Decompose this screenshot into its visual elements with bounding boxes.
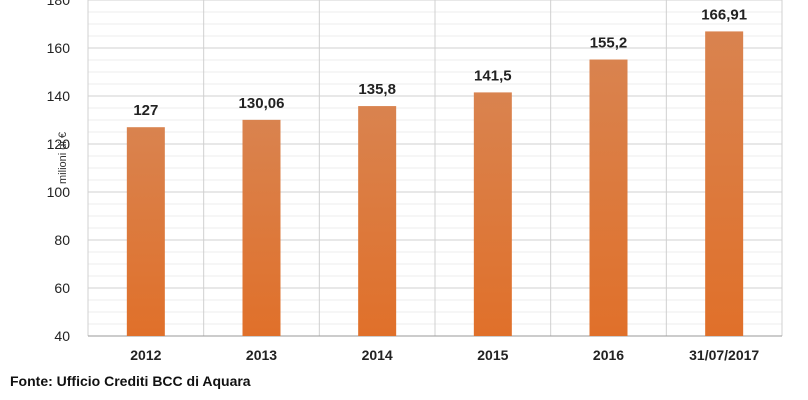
y-tick-label: 160 [47, 40, 71, 56]
y-tick-label: 120 [47, 136, 71, 152]
y-tick-label: 180 [47, 0, 71, 8]
data-label: 155,2 [590, 35, 628, 52]
y-tick-label: 60 [54, 280, 70, 296]
gridlines [87, 0, 783, 337]
x-tick-label: 2013 [246, 347, 277, 363]
bar-2014 [358, 106, 397, 336]
x-axis-ticks: 2012 2013 2014 2015 2016 31/07/2017 [130, 347, 759, 363]
y-tick-label: 40 [54, 328, 70, 344]
bar-2016 [589, 59, 628, 337]
data-label: 127 [133, 102, 158, 119]
y-axis-title: milioni di € [57, 132, 69, 184]
data-labels: 127 130,06 135,8 141,5 155,2 166,91 [133, 6, 747, 119]
bars [126, 31, 744, 337]
bar-2013 [242, 119, 281, 336]
bar-2012 [126, 127, 165, 336]
data-label: 166,91 [701, 6, 747, 23]
y-tick-label: 140 [47, 88, 71, 104]
x-tick-label: 2015 [477, 347, 508, 363]
x-tick-label: 2014 [362, 347, 393, 363]
y-tick-label: 100 [47, 184, 71, 200]
y-axis-ticks: 40 60 80 100 120 140 160 180 [47, 0, 71, 344]
y-tick-label: 80 [54, 232, 70, 248]
bar-2015 [473, 92, 512, 337]
data-label: 141,5 [474, 67, 512, 84]
x-tick-label: 2016 [593, 347, 624, 363]
x-tick-label: 2012 [130, 347, 161, 363]
x-tick-label: 31/07/2017 [689, 347, 759, 363]
data-label: 135,8 [358, 81, 396, 98]
data-label: 130,06 [239, 95, 285, 112]
source-note: Fonte: Ufficio Crediti BCC di Aquara [10, 373, 251, 389]
bar-31/07/2017 [705, 31, 744, 336]
